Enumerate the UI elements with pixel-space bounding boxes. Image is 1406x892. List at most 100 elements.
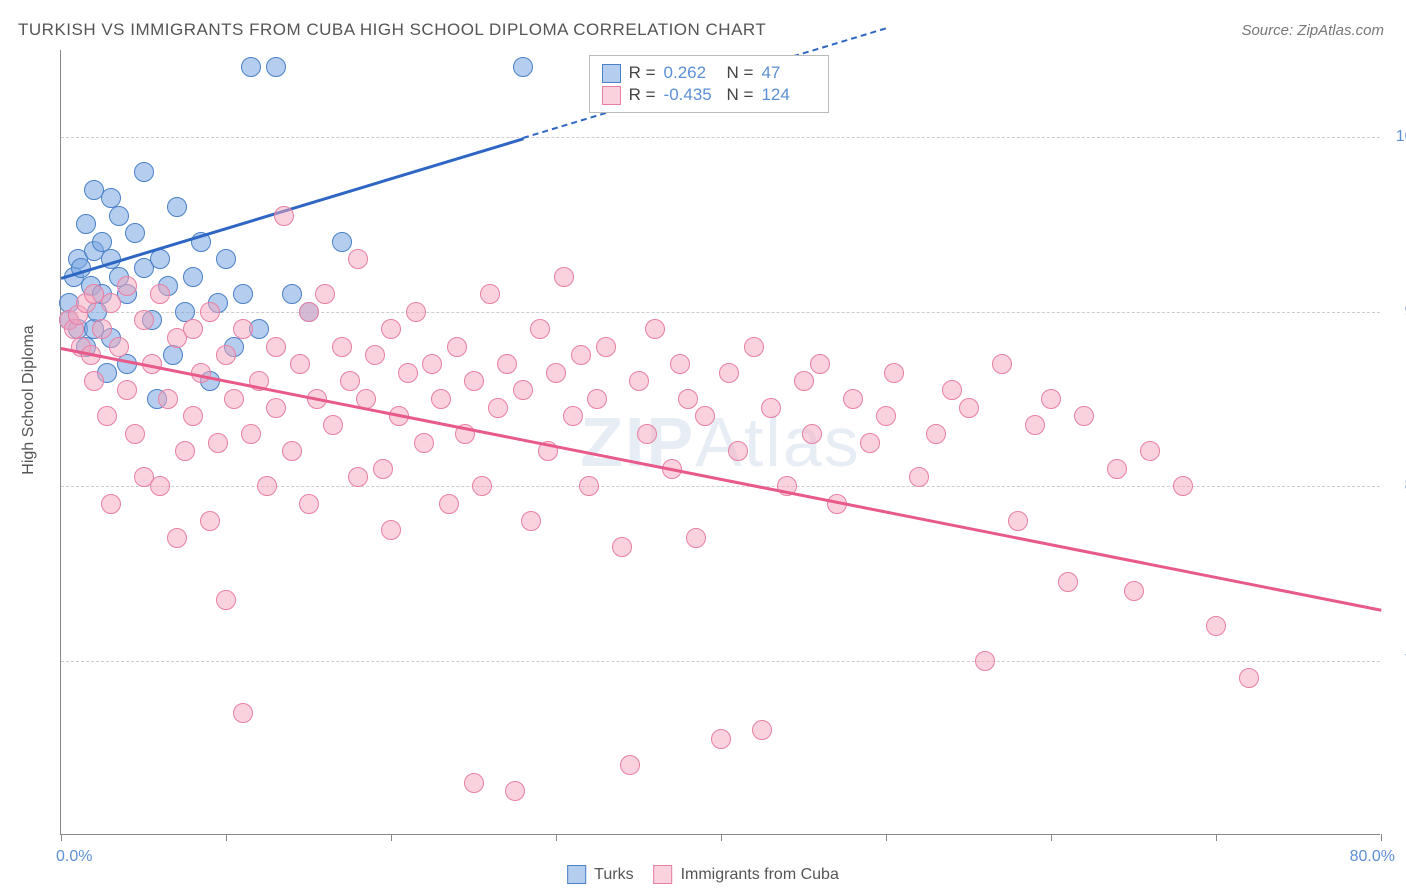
data-point xyxy=(97,406,117,426)
data-point xyxy=(208,433,228,453)
data-point xyxy=(373,459,393,479)
data-point xyxy=(711,729,731,749)
data-point xyxy=(802,424,822,444)
data-point xyxy=(200,302,220,322)
data-point xyxy=(637,424,657,444)
data-point xyxy=(233,319,253,339)
data-point xyxy=(200,511,220,531)
data-point xyxy=(183,319,203,339)
data-point xyxy=(241,57,261,77)
data-point xyxy=(695,406,715,426)
legend-r-value: -0.435 xyxy=(664,85,719,105)
data-point xyxy=(257,476,277,496)
legend-stats-row: R = 0.262 N = 47 xyxy=(602,62,817,84)
y-tick-label: 80.0% xyxy=(1385,477,1406,495)
data-point xyxy=(620,755,640,775)
data-point xyxy=(645,319,665,339)
x-tick-label: 0.0% xyxy=(56,848,92,866)
data-point xyxy=(439,494,459,514)
data-point xyxy=(266,337,286,357)
data-point xyxy=(150,284,170,304)
data-point xyxy=(513,380,533,400)
data-point xyxy=(596,337,616,357)
data-point xyxy=(472,476,492,496)
data-point xyxy=(216,590,236,610)
chart-source: Source: ZipAtlas.com xyxy=(1241,22,1384,39)
data-point xyxy=(150,249,170,269)
data-point xyxy=(975,651,995,671)
legend-r-label: R = xyxy=(629,63,656,83)
data-point xyxy=(365,345,385,365)
data-point xyxy=(942,380,962,400)
data-point xyxy=(447,337,467,357)
legend-swatch xyxy=(602,86,621,105)
data-point xyxy=(315,284,335,304)
y-axis-label: High School Diploma xyxy=(20,325,38,474)
data-point xyxy=(101,293,121,313)
data-point xyxy=(117,380,137,400)
data-point xyxy=(92,319,112,339)
data-point xyxy=(1058,572,1078,592)
x-tick xyxy=(226,834,227,841)
data-point xyxy=(752,720,772,740)
legend-r-value: 0.262 xyxy=(664,63,719,83)
data-point xyxy=(464,773,484,793)
data-point xyxy=(480,284,500,304)
data-point xyxy=(290,354,310,374)
data-point xyxy=(744,337,764,357)
data-point xyxy=(431,389,451,409)
data-point xyxy=(266,57,286,77)
data-point xyxy=(398,363,418,383)
legend-swatch-turks xyxy=(567,865,586,884)
data-point xyxy=(1107,459,1127,479)
data-point xyxy=(167,528,187,548)
data-point xyxy=(125,223,145,243)
data-point xyxy=(414,433,434,453)
data-point xyxy=(728,441,748,461)
data-point xyxy=(282,284,302,304)
data-point xyxy=(926,424,946,444)
data-point xyxy=(719,363,739,383)
data-point xyxy=(76,214,96,234)
data-point xyxy=(563,406,583,426)
data-point xyxy=(992,354,1012,374)
data-point xyxy=(884,363,904,383)
data-point xyxy=(959,398,979,418)
legend-n-value: 47 xyxy=(761,63,816,83)
x-tick xyxy=(1381,834,1382,841)
data-point xyxy=(686,528,706,548)
data-point xyxy=(1074,406,1094,426)
grid-line xyxy=(61,661,1380,662)
data-point xyxy=(109,206,129,226)
data-point xyxy=(109,337,129,357)
x-tick xyxy=(391,834,392,841)
data-point xyxy=(579,476,599,496)
data-point xyxy=(274,206,294,226)
x-tick xyxy=(1051,834,1052,841)
data-point xyxy=(406,302,426,322)
data-point xyxy=(224,389,244,409)
data-point xyxy=(216,249,236,269)
data-point xyxy=(678,389,698,409)
chart-container: TURKISH VS IMMIGRANTS FROM CUBA HIGH SCH… xyxy=(0,0,1406,892)
x-tick-label: 80.0% xyxy=(1350,848,1395,866)
grid-line xyxy=(61,137,1380,138)
data-point xyxy=(332,232,352,252)
data-point xyxy=(571,345,591,365)
data-point xyxy=(554,267,574,287)
data-point xyxy=(348,249,368,269)
data-point xyxy=(332,337,352,357)
data-point xyxy=(381,319,401,339)
x-tick xyxy=(556,834,557,841)
legend-n-label: N = xyxy=(727,85,754,105)
data-point xyxy=(282,441,302,461)
data-point xyxy=(1124,581,1144,601)
data-point xyxy=(348,467,368,487)
data-point xyxy=(323,415,343,435)
data-point xyxy=(612,537,632,557)
data-point xyxy=(134,310,154,330)
data-point xyxy=(909,467,929,487)
data-point xyxy=(1025,415,1045,435)
data-point xyxy=(1173,476,1193,496)
legend-swatch-cuba xyxy=(654,865,673,884)
